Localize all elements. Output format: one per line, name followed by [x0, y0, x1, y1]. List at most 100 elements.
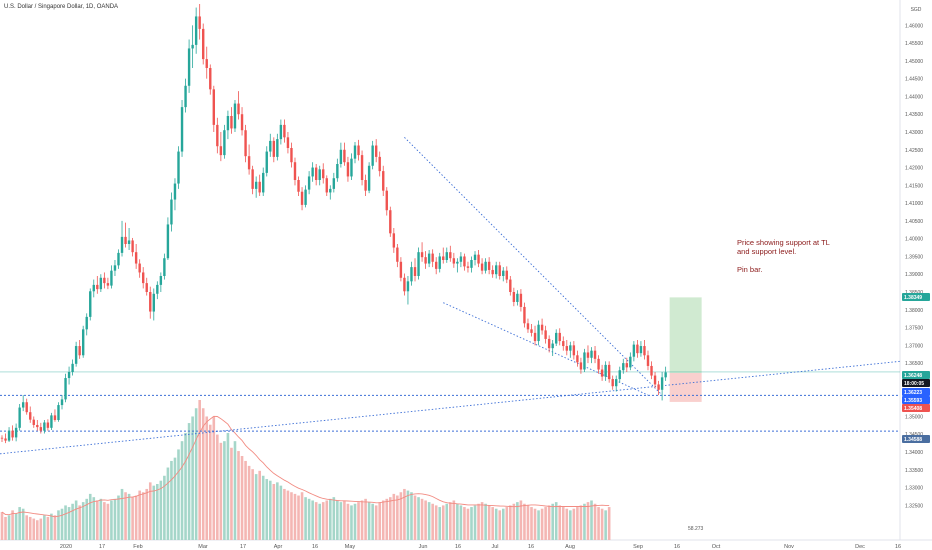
candle-body	[456, 261, 459, 264]
candle-body	[618, 370, 621, 380]
candle-body	[251, 169, 254, 189]
volume-bar	[399, 492, 403, 540]
time-tick-label: 16	[312, 544, 318, 550]
candle-body	[516, 293, 519, 302]
volume-bar	[325, 500, 329, 540]
candle-body	[32, 419, 35, 425]
candle-body	[498, 265, 501, 276]
price-tag-label: 1.34588	[904, 437, 922, 443]
price-tick-label: 1.42500	[905, 148, 923, 154]
candle-body	[4, 438, 7, 441]
annotation-line-3: Pin bar.	[737, 265, 763, 274]
candle-body	[216, 124, 219, 147]
volume-bar	[78, 505, 81, 540]
candle-body	[346, 162, 350, 177]
candle-body	[639, 346, 643, 354]
candle-body	[39, 427, 43, 431]
candle-body	[643, 346, 646, 356]
candle-body	[586, 352, 590, 358]
volume-bar	[297, 495, 300, 540]
candle-body	[491, 269, 494, 275]
volume-bar	[586, 502, 590, 540]
volume-bar	[208, 424, 212, 540]
price-tick-label: 1.39000	[905, 272, 923, 278]
candle-body	[629, 356, 632, 368]
volume-bar	[117, 495, 120, 540]
volume-bar	[201, 408, 205, 540]
volume-bar	[283, 488, 286, 540]
volume-bar	[403, 488, 406, 540]
candle-body	[127, 240, 131, 244]
candle-body	[558, 332, 561, 342]
candle-body	[417, 252, 420, 276]
candle-body	[124, 236, 127, 244]
candle-body	[565, 346, 568, 351]
volume-bar	[516, 502, 519, 540]
volume-bar	[110, 500, 113, 540]
volume-bar	[120, 488, 124, 540]
volume-bar	[477, 503, 480, 540]
volume-bar	[293, 493, 297, 540]
volume-bar	[138, 490, 141, 540]
candle-body	[562, 341, 565, 347]
volume-bar	[258, 470, 261, 540]
price-axis-panel	[900, 0, 932, 550]
candle-body	[145, 283, 148, 292]
candle-body	[276, 139, 279, 157]
candle-body	[142, 272, 145, 284]
time-tick-label: Aug	[565, 544, 575, 550]
time-tick-label: 16	[674, 544, 680, 550]
candle-body	[449, 252, 452, 259]
price-tick-label: 1.45500	[905, 41, 923, 47]
candle-body	[579, 362, 583, 370]
candle-body	[396, 247, 399, 262]
volume-bar	[163, 475, 166, 540]
volume-bar	[607, 507, 611, 540]
volume-bar	[558, 505, 562, 540]
volume-bar	[364, 498, 367, 540]
volume-bar	[519, 500, 523, 540]
candle-body	[389, 210, 392, 234]
price-tag-label: 1.38349	[904, 295, 922, 301]
volume-bar	[64, 505, 67, 540]
candle-body	[484, 261, 487, 271]
volume-bar	[420, 498, 424, 540]
time-tick-label: Sep	[633, 544, 643, 550]
candle-body	[209, 68, 212, 90]
candle-body	[466, 266, 470, 268]
candle-body	[519, 293, 523, 307]
volume-bar	[406, 490, 410, 540]
volume-bar	[233, 441, 237, 540]
candle-body	[67, 372, 71, 379]
price-tag: 1.35593	[902, 396, 930, 404]
candle-body	[283, 124, 286, 138]
candle-body	[336, 164, 339, 179]
candle-body	[590, 350, 593, 358]
volume-bar	[240, 456, 244, 540]
volume-bar	[85, 498, 89, 540]
volume-bar	[523, 503, 526, 540]
candle-body	[463, 256, 466, 267]
candle-body	[293, 162, 297, 180]
price-tick-label: 1.40500	[905, 219, 923, 225]
candle-body	[244, 130, 247, 157]
candle-body	[254, 181, 258, 189]
candle-body	[279, 124, 283, 140]
candle-body	[325, 178, 328, 193]
candle-body	[286, 137, 290, 148]
volume-bar	[268, 480, 272, 540]
volume-bar	[600, 508, 604, 540]
candle-body	[403, 277, 406, 292]
time-tick-label: Dec	[855, 544, 865, 550]
candle-body	[392, 233, 396, 248]
price-tick-label: 1.37500	[905, 326, 923, 332]
volume-bar	[343, 500, 346, 540]
volume-bar	[230, 447, 233, 540]
volume-bar	[554, 502, 558, 540]
volume-bar	[187, 423, 191, 540]
volume-ma-line	[1, 415, 610, 518]
volume-bar	[177, 449, 180, 540]
price-tick-label: 1.36500	[905, 361, 923, 367]
